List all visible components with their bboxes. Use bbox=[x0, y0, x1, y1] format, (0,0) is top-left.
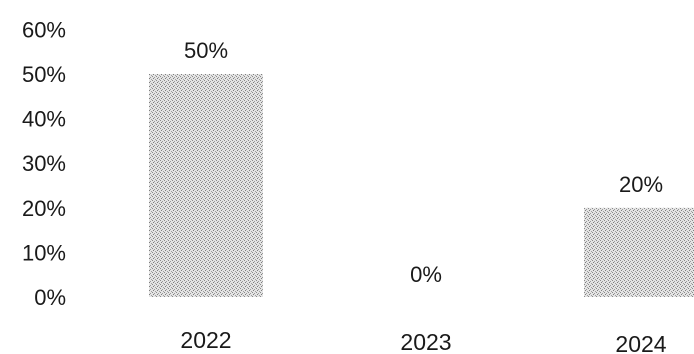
y-tick-label: 20% bbox=[22, 196, 66, 221]
y-axis: 0% 10% 20% 30% 40% 50% 60% bbox=[22, 17, 66, 310]
y-tick-label: 0% bbox=[34, 285, 66, 310]
category-label-2022: 2022 bbox=[180, 327, 231, 353]
data-label-2023: 0% bbox=[410, 262, 442, 287]
data-labels: 50% 0% 20% bbox=[184, 38, 663, 287]
bar-2022 bbox=[149, 74, 263, 297]
y-tick-label: 40% bbox=[22, 107, 66, 132]
data-label-2024: 20% bbox=[619, 172, 663, 197]
y-tick-label: 50% bbox=[22, 62, 66, 87]
category-label-2024: 2024 bbox=[615, 331, 666, 354]
y-tick-label: 30% bbox=[22, 151, 66, 176]
x-axis: 2022 2023 2024 bbox=[180, 327, 666, 354]
bar-2024 bbox=[584, 207, 694, 297]
y-tick-label: 10% bbox=[22, 240, 66, 265]
data-label-2022: 50% bbox=[184, 38, 228, 63]
bars bbox=[149, 74, 694, 297]
y-tick-label: 60% bbox=[22, 17, 66, 42]
category-label-2023: 2023 bbox=[400, 329, 451, 354]
